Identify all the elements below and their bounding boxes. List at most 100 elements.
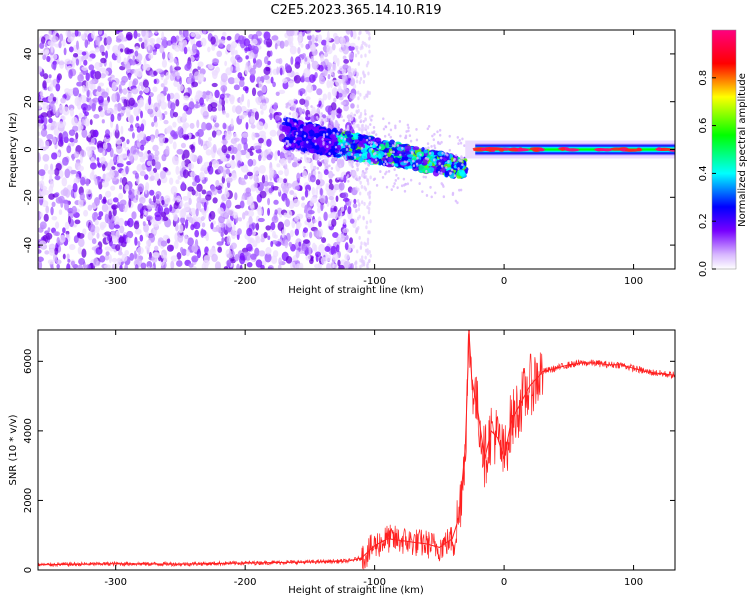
noise-speckle	[170, 260, 175, 269]
trace-speckle	[407, 129, 410, 133]
y-tick-label: 0	[23, 146, 34, 152]
noise-speckle	[238, 79, 245, 88]
noise-speckle	[40, 36, 46, 45]
noise-speckle	[97, 160, 100, 167]
noise-speckle	[277, 187, 281, 193]
trace-speckle	[424, 175, 428, 179]
noise-speckle	[357, 96, 360, 101]
noise-speckle	[141, 163, 147, 171]
noise-speckle	[53, 127, 60, 136]
x-tick-label: -200	[234, 276, 257, 287]
trace-speckle	[300, 156, 303, 160]
trace-speckle	[382, 117, 385, 121]
noise-speckle	[81, 248, 87, 258]
noise-speckle	[94, 70, 102, 80]
noise-speckle	[359, 180, 362, 185]
noise-speckle	[64, 201, 69, 211]
noise-speckle	[319, 76, 326, 85]
noise-speckle	[130, 145, 137, 155]
noise-speckle	[331, 218, 337, 227]
noise-speckle	[43, 73, 49, 80]
noise-speckle	[246, 227, 253, 237]
noise-speckle	[38, 260, 43, 269]
noise-speckle	[87, 132, 91, 138]
noise-speckle	[190, 32, 196, 38]
noise-speckle	[278, 257, 283, 266]
noise-speckle	[309, 231, 313, 239]
noise-speckle	[197, 155, 203, 165]
noise-speckle	[226, 259, 232, 268]
noise-speckle	[369, 175, 372, 180]
noise-speckle	[136, 68, 143, 78]
trace-speckle	[404, 136, 408, 140]
noise-speckle	[156, 94, 162, 103]
noise-speckle	[342, 55, 347, 60]
noise-speckle	[52, 96, 57, 102]
noise-speckle	[245, 55, 249, 60]
noise-speckle	[214, 261, 222, 269]
noise-speckle	[94, 226, 100, 234]
noise-speckle	[368, 249, 371, 254]
colorbar-tick-label: 0.2	[698, 213, 709, 229]
trace-speckle	[365, 138, 369, 142]
noise-speckle	[187, 190, 192, 200]
noise-speckle	[354, 53, 358, 58]
noise-speckle	[353, 198, 357, 204]
noise-speckle	[314, 30, 322, 33]
noise-speckle	[136, 177, 140, 185]
noise-speckle	[212, 197, 218, 204]
noise-speckle	[117, 113, 122, 121]
noise-speckle	[267, 266, 273, 269]
trace-speckle	[368, 136, 371, 140]
noise-speckle	[357, 198, 360, 203]
noise-speckle	[302, 170, 308, 179]
noise-speckle	[154, 30, 159, 35]
noise-speckle	[355, 79, 359, 84]
noise-speckle	[217, 207, 224, 215]
noise-speckle	[148, 154, 153, 163]
noise-speckle	[66, 253, 70, 260]
noise-speckle	[149, 189, 155, 196]
noise-speckle	[299, 31, 303, 37]
noise-speckle	[168, 135, 174, 144]
noise-speckle	[306, 84, 314, 93]
noise-speckle	[135, 194, 139, 201]
noise-speckle	[44, 250, 50, 255]
noise-speckle	[277, 264, 282, 269]
noise-speckle	[125, 165, 129, 175]
noise-speckle	[117, 258, 121, 267]
noise-speckle	[303, 227, 309, 233]
noise-speckle	[162, 216, 169, 222]
noise-speckle	[99, 110, 105, 118]
trace-speckle	[390, 188, 393, 192]
noise-speckle	[87, 204, 93, 211]
trace-speckle	[314, 142, 317, 146]
noise-speckle	[40, 112, 48, 118]
trace-speckle	[322, 135, 326, 139]
trace-speckle	[409, 139, 413, 143]
trace-speckle	[310, 105, 313, 108]
noise-speckle	[305, 96, 311, 101]
noise-speckle	[160, 211, 167, 218]
noise-speckle	[357, 203, 361, 208]
trace-speckle	[407, 153, 414, 158]
trace-speckle	[348, 144, 351, 148]
trace-speckle	[323, 162, 326, 166]
trace-speckle	[317, 154, 321, 157]
noise-speckle	[194, 229, 200, 238]
trace-speckle	[393, 157, 400, 164]
noise-speckle	[53, 62, 57, 71]
trace-speckle	[317, 111, 320, 115]
noise-speckle	[152, 86, 158, 93]
trace-speckle	[346, 134, 354, 138]
noise-speckle	[169, 65, 173, 75]
noise-speckle	[332, 232, 339, 239]
noise-speckle	[108, 254, 112, 264]
noise-speckle	[66, 145, 72, 154]
noise-speckle	[201, 207, 205, 216]
noise-speckle	[251, 38, 258, 45]
noise-speckle	[240, 105, 247, 112]
noise-speckle	[50, 264, 54, 269]
noise-speckle	[182, 195, 189, 201]
trace-speckle	[378, 146, 382, 150]
